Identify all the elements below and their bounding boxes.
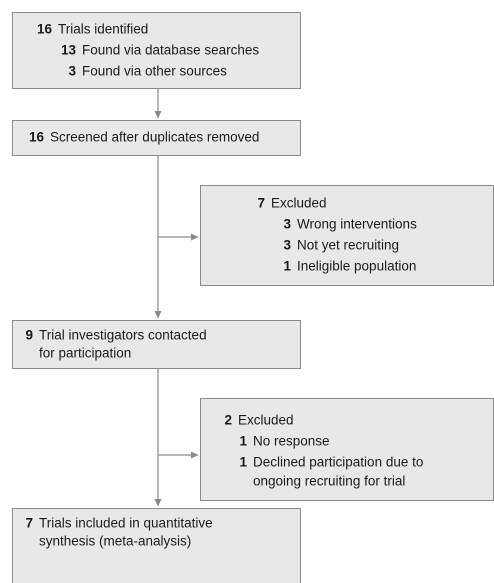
box bbox=[200, 398, 494, 501]
count: 9 bbox=[25, 328, 33, 343]
box bbox=[12, 508, 301, 583]
count: 2 bbox=[224, 413, 232, 428]
item-label: Declined participation due to bbox=[253, 455, 423, 470]
item-count: 13 bbox=[61, 43, 77, 58]
item-count: 1 bbox=[239, 455, 247, 470]
count: 16 bbox=[29, 130, 45, 145]
item-label: Not yet recruiting bbox=[297, 238, 399, 253]
item-label: Found via other sources bbox=[82, 64, 227, 79]
box bbox=[12, 12, 301, 89]
label: Screened after duplicates removed bbox=[50, 130, 259, 145]
box bbox=[200, 185, 494, 286]
label: for participation bbox=[39, 346, 131, 361]
item-label: Ineligible population bbox=[297, 259, 416, 274]
box bbox=[12, 320, 301, 369]
label: Excluded bbox=[238, 413, 294, 428]
label: Trials included in quantitative bbox=[39, 516, 213, 531]
box bbox=[12, 120, 301, 156]
item-count: 3 bbox=[283, 238, 291, 253]
count: 7 bbox=[257, 196, 265, 211]
count: 7 bbox=[25, 516, 33, 531]
item-label: Wrong interventions bbox=[297, 217, 417, 232]
label: Trial investigators contacted bbox=[39, 328, 207, 343]
label: synthesis (meta-analysis) bbox=[39, 534, 191, 549]
item-count: 3 bbox=[68, 64, 76, 79]
item-count: 1 bbox=[239, 434, 247, 449]
item-label: ongoing recruiting for trial bbox=[253, 474, 405, 489]
item-count: 1 bbox=[283, 259, 291, 274]
label: Excluded bbox=[271, 196, 327, 211]
count: 16 bbox=[37, 22, 53, 37]
item-label: No response bbox=[253, 434, 330, 449]
item-count: 3 bbox=[283, 217, 291, 232]
label: Trials identified bbox=[58, 22, 148, 37]
item-label: Found via database searches bbox=[82, 43, 259, 58]
